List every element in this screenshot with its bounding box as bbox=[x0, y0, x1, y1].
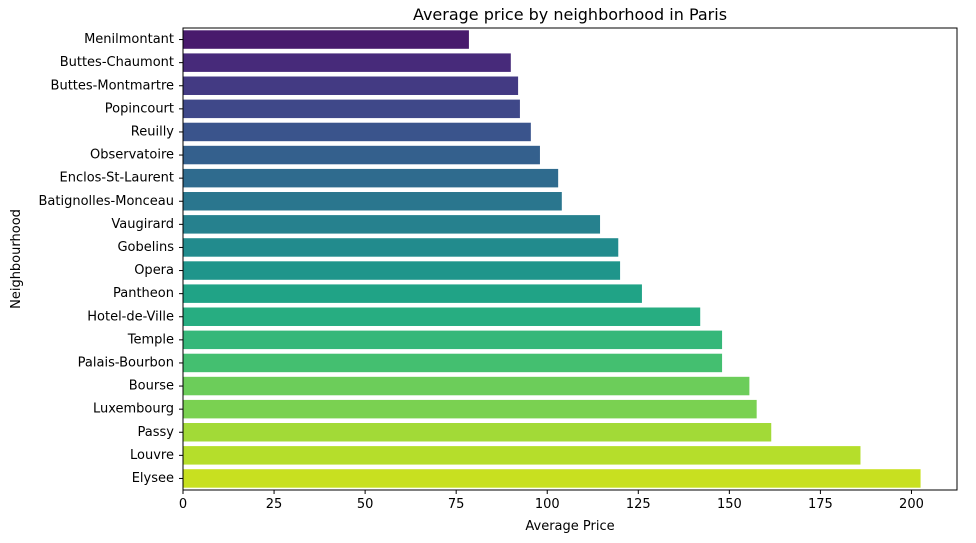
x-axis-label: Average Price bbox=[525, 519, 614, 534]
x-tick-label: 200 bbox=[899, 497, 924, 512]
y-tick-label: Gobelins bbox=[117, 240, 174, 255]
bars-layer bbox=[183, 30, 921, 488]
bar-temple bbox=[183, 330, 723, 350]
bar-bourse bbox=[183, 376, 750, 396]
bar-opera bbox=[183, 261, 621, 280]
y-axis-label: Neighbourhood bbox=[9, 209, 24, 309]
chart-title: Average price by neighborhood in Paris bbox=[413, 5, 727, 24]
x-tick-label: 150 bbox=[717, 497, 742, 512]
x-tick-label: 175 bbox=[808, 497, 833, 512]
y-tick-label: Menilmontant bbox=[84, 32, 174, 47]
bar-reuilly bbox=[183, 122, 531, 142]
y-tick-label: Louvre bbox=[130, 448, 174, 463]
y-tick-label: Reuilly bbox=[131, 124, 175, 139]
y-tick-label: Popincourt bbox=[105, 101, 174, 116]
bar-buttes-montmartre bbox=[183, 76, 519, 95]
y-tick-label: Buttes-Chaumont bbox=[60, 55, 174, 70]
y-tick-label: Buttes-Montmartre bbox=[51, 78, 174, 93]
bar-passy bbox=[183, 423, 772, 442]
x-axis-ticks: 0 25 50 75 100 125 150 175 200 bbox=[179, 490, 924, 512]
y-tick-label: Enclos-St-Laurent bbox=[59, 171, 174, 186]
x-tick-label: 0 bbox=[179, 497, 187, 512]
y-tick-label: Opera bbox=[134, 263, 174, 278]
y-tick-label: Batignolles-Monceau bbox=[39, 194, 174, 209]
bar-pantheon bbox=[183, 284, 642, 303]
x-tick-label: 75 bbox=[448, 497, 465, 512]
y-tick-label: Elysee bbox=[132, 471, 174, 486]
bar-menilmontant bbox=[183, 30, 469, 49]
y-tick-label: Palais-Bourbon bbox=[78, 355, 174, 370]
bar-palais-bourbon bbox=[183, 353, 723, 373]
bar-popincourt bbox=[183, 99, 520, 119]
plot-frame bbox=[182, 27, 958, 491]
x-tick-label: 100 bbox=[535, 497, 560, 512]
y-tick-label: Bourse bbox=[129, 379, 174, 394]
y-axis-ticks: Menilmontant Buttes-Chaumont Buttes-Montma… bbox=[39, 32, 183, 486]
x-tick-label: 50 bbox=[357, 497, 374, 512]
bar-luxembourg bbox=[183, 399, 757, 419]
y-tick-label: Temple bbox=[127, 332, 174, 347]
bar-gobelins bbox=[183, 238, 619, 257]
x-tick-label: 25 bbox=[266, 497, 283, 512]
bar-buttes-chaumont bbox=[183, 53, 511, 72]
bar-observatoire bbox=[183, 145, 540, 165]
bar-louvre bbox=[183, 446, 861, 465]
y-tick-label: Passy bbox=[138, 425, 175, 440]
bar-batignolles-monceau bbox=[183, 192, 562, 211]
y-tick-label: Pantheon bbox=[113, 286, 174, 301]
y-tick-label: Observatoire bbox=[90, 148, 174, 163]
bar-enclos-st-laurent bbox=[183, 168, 559, 188]
bar-vaugirard bbox=[183, 215, 601, 234]
bar-elysee bbox=[183, 469, 921, 488]
bar-hotel-de-ville bbox=[183, 307, 701, 326]
y-tick-label: Vaugirard bbox=[111, 217, 174, 232]
x-tick-label: 125 bbox=[626, 497, 651, 512]
y-tick-label: Luxembourg bbox=[93, 402, 174, 417]
y-tick-label: Hotel-de-Ville bbox=[87, 309, 174, 324]
